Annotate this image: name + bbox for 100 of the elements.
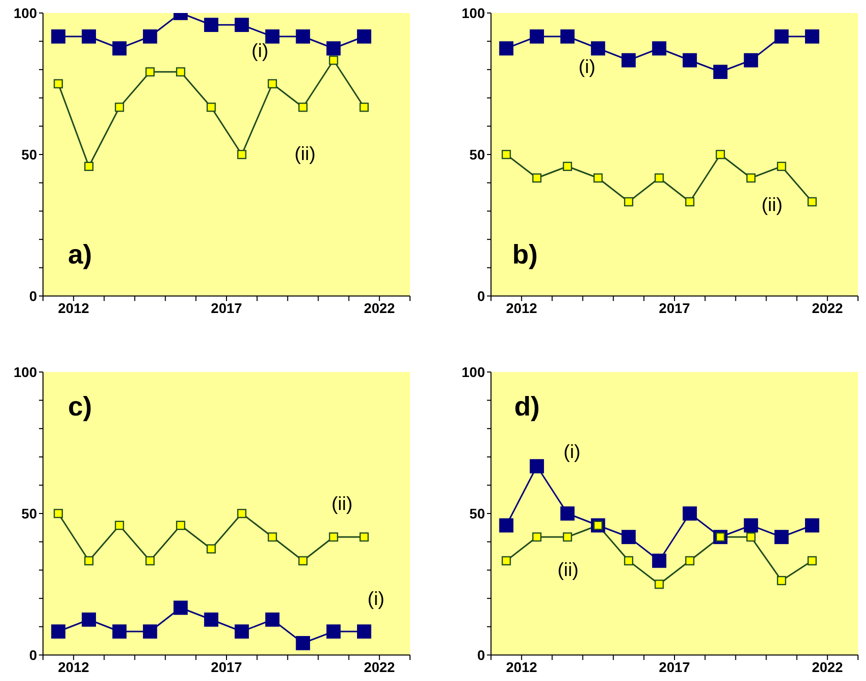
y-tick-label: 100 [14, 4, 38, 21]
point [51, 29, 66, 44]
point [328, 56, 338, 65]
point [744, 53, 758, 68]
point [82, 612, 96, 627]
point [237, 150, 246, 160]
x-tick-label: 2017 [210, 300, 242, 316]
point [562, 532, 572, 542]
annotation: a) [68, 240, 92, 270]
point [114, 102, 124, 112]
point [530, 29, 544, 44]
point [265, 612, 280, 627]
point [357, 624, 372, 639]
point [145, 67, 155, 76]
y-tick-label: 0 [29, 646, 38, 663]
point [357, 29, 372, 44]
point [560, 506, 575, 521]
x-tick-label: 2017 [658, 300, 690, 316]
x-tick-label: 2012 [58, 658, 90, 675]
series-label: (ii) [331, 494, 353, 516]
point [776, 162, 786, 171]
point [145, 556, 155, 566]
point [296, 636, 310, 650]
point [654, 580, 664, 589]
y-tick-label: 50 [21, 146, 38, 162]
point [682, 53, 697, 68]
point [532, 173, 542, 183]
y-tick-label: 100 [14, 364, 38, 380]
point [298, 102, 308, 112]
point [808, 556, 817, 566]
point [142, 624, 158, 639]
point [652, 554, 666, 568]
y-tick-label: 50 [469, 146, 486, 162]
point [682, 506, 697, 521]
point [237, 508, 246, 518]
y-tick-label: 0 [29, 288, 38, 304]
point [746, 532, 756, 542]
y-tick-label: 50 [469, 505, 486, 522]
point [685, 197, 694, 206]
point [234, 624, 249, 639]
point [84, 556, 94, 566]
point [328, 532, 338, 542]
point [176, 67, 186, 76]
point [51, 624, 66, 639]
point [298, 556, 308, 566]
x-tick-label: 2012 [506, 658, 538, 675]
point [296, 29, 310, 44]
x-tick-label: 2022 [812, 300, 844, 316]
point [502, 150, 511, 160]
point [360, 102, 369, 112]
point [713, 64, 728, 79]
point [268, 79, 277, 88]
y-tick-label: 0 [477, 646, 486, 663]
point [560, 29, 575, 44]
point [54, 508, 63, 518]
point [654, 173, 664, 183]
point [622, 53, 636, 68]
x-tick-label: 2012 [58, 300, 90, 316]
point [326, 41, 341, 56]
annotation: d) [514, 392, 540, 422]
point [562, 162, 572, 171]
point [54, 79, 63, 88]
point [206, 102, 216, 112]
y-tick-label: 100 [462, 364, 486, 380]
series-label: (ii) [294, 144, 316, 166]
point [360, 532, 369, 542]
y-tick-label: 50 [21, 505, 38, 522]
point [499, 518, 514, 532]
point [624, 197, 634, 206]
series-label: (i) [368, 589, 384, 611]
point [502, 556, 511, 566]
point [808, 197, 817, 206]
point [499, 41, 514, 56]
point [142, 29, 158, 44]
point [590, 41, 606, 56]
point [805, 518, 820, 532]
point [622, 530, 636, 544]
point [685, 556, 694, 566]
y-tick-label: 0 [477, 288, 486, 304]
x-tick-label: 2022 [364, 300, 396, 316]
x-tick-label: 2012 [506, 300, 538, 316]
point [774, 530, 789, 544]
series-label: (ii) [761, 195, 783, 217]
annotation: b) [512, 240, 538, 270]
point [774, 29, 789, 44]
point [114, 520, 124, 530]
series-label: (i) [252, 41, 268, 63]
x-tick-label: 2017 [658, 658, 690, 675]
point [530, 459, 544, 474]
point [204, 612, 218, 627]
point [176, 520, 186, 530]
series-label: (ii) [557, 560, 579, 582]
point [652, 41, 666, 56]
point [532, 532, 542, 542]
point [746, 173, 756, 183]
series-label: (i) [564, 442, 580, 464]
point [234, 18, 249, 32]
point [112, 624, 127, 639]
point [593, 173, 603, 183]
series-label: (i) [578, 57, 596, 79]
